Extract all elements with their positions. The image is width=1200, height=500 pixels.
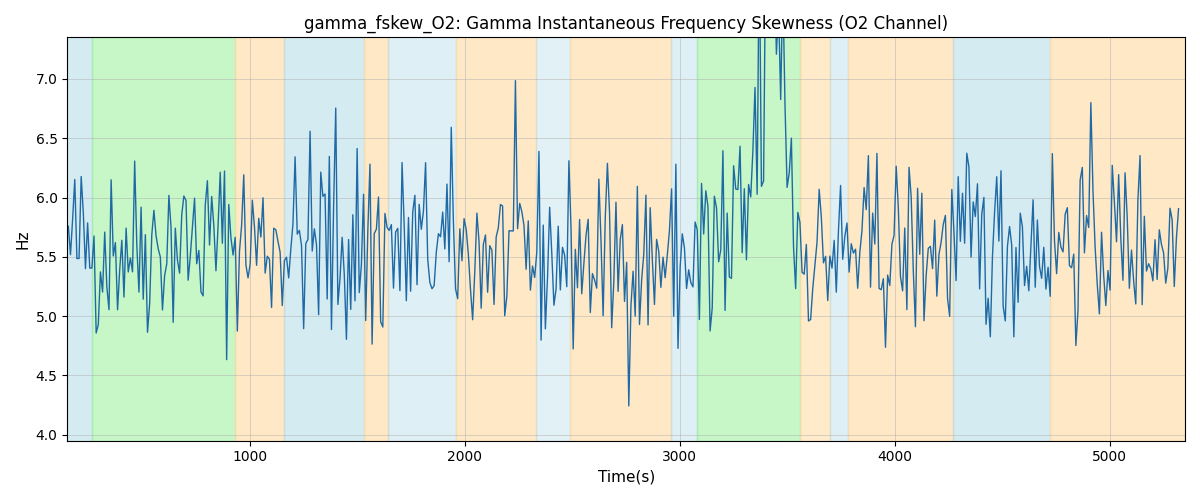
- Bar: [456, 38, 536, 440]
- Bar: [953, 38, 1050, 440]
- Title: gamma_fskew_O2: Gamma Instantaneous Frequency Skewness (O2 Channel): gamma_fskew_O2: Gamma Instantaneous Freq…: [304, 15, 948, 34]
- Bar: [847, 38, 953, 440]
- Bar: [570, 38, 671, 440]
- Bar: [800, 38, 830, 440]
- Bar: [1050, 38, 1186, 440]
- Bar: [67, 38, 92, 440]
- Bar: [364, 38, 388, 440]
- Bar: [830, 38, 847, 440]
- Bar: [284, 38, 364, 440]
- Bar: [536, 38, 570, 440]
- Bar: [235, 38, 284, 440]
- Bar: [92, 38, 235, 440]
- Bar: [671, 38, 697, 440]
- Bar: [697, 38, 800, 440]
- X-axis label: Time(s): Time(s): [598, 470, 655, 485]
- Bar: [388, 38, 456, 440]
- Y-axis label: Hz: Hz: [16, 230, 30, 249]
